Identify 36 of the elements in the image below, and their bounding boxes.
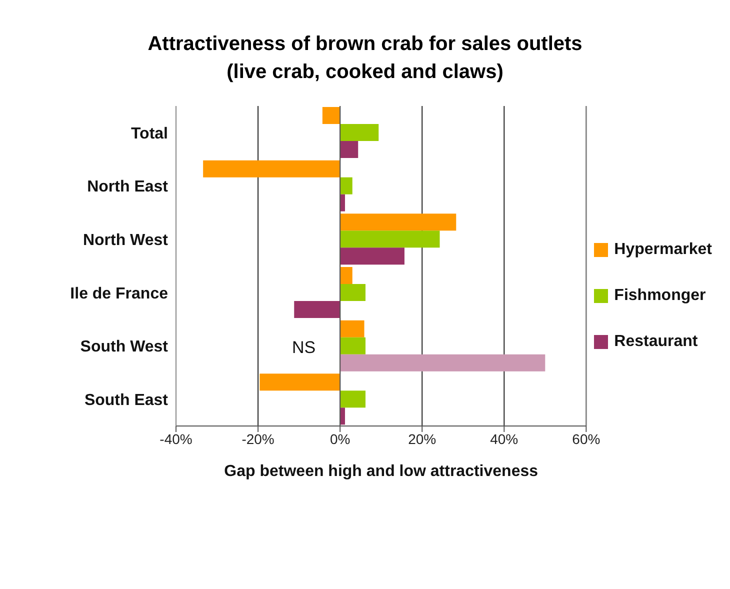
y-tick-label: Ile de France — [70, 285, 168, 302]
bar — [294, 301, 340, 318]
x-tick-label: 40% — [490, 430, 518, 447]
y-tick-label: South East — [84, 392, 169, 410]
x-tick-label: 60% — [572, 430, 600, 447]
bar — [340, 248, 404, 265]
x-tick-label: -40% — [160, 430, 192, 447]
bar — [322, 107, 340, 124]
x-tick-label: 0% — [330, 430, 350, 447]
bar — [340, 390, 366, 408]
x-tick-label: -20% — [242, 430, 274, 447]
legend-label: Fishmonger — [613, 286, 707, 306]
bar — [340, 124, 379, 141]
bar — [340, 354, 546, 372]
chart-title: Attractiveness of brown crab for sales outlets (live crab, cooked and claws) — [146, 32, 584, 85]
bar — [340, 214, 456, 231]
bar — [340, 267, 352, 284]
bar — [340, 141, 358, 158]
legend-label: Restaurant — [613, 332, 699, 352]
bar — [340, 320, 364, 338]
x-axis-title: Gap between high and low attractiveness — [224, 463, 538, 480]
annotation: NS — [292, 338, 316, 358]
y-tick-label: North East — [87, 178, 169, 196]
legend-label: Hypermarket — [613, 240, 712, 260]
x-tick-label: 20% — [408, 430, 436, 447]
bar — [203, 160, 340, 178]
bar — [340, 337, 366, 354]
bar — [340, 284, 366, 301]
y-tick-label: South West — [80, 338, 169, 356]
bar — [260, 374, 340, 391]
bar — [340, 408, 345, 425]
bar — [340, 177, 352, 194]
y-tick-label: North West — [82, 232, 169, 250]
bar — [340, 194, 345, 212]
y-tick-label: Total — [130, 125, 168, 142]
bar — [340, 230, 440, 248]
